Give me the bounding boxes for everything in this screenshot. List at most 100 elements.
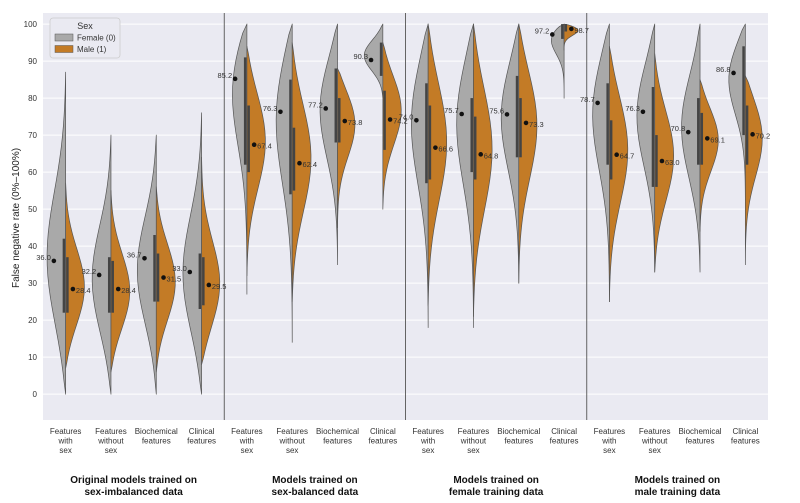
violin-male	[427, 23, 448, 306]
mean-label-male: 74.2	[393, 117, 408, 126]
mean-point-female	[504, 112, 510, 117]
mean-label-female: 76.3	[625, 104, 640, 113]
group-titles: Original models trained on sex-imbalanced…	[70, 475, 720, 498]
iqr-male	[156, 253, 160, 302]
iqr-male	[745, 105, 749, 165]
violin-female	[681, 23, 701, 273]
mean-point-male	[342, 118, 348, 124]
violin-male	[336, 68, 356, 228]
mean-label-female: 75.6	[489, 106, 504, 115]
mean-point-male	[433, 145, 438, 150]
violin-female	[551, 23, 565, 99]
category-label: Clinical features	[550, 427, 579, 446]
iqr-male	[519, 98, 522, 158]
violin-female	[592, 23, 610, 302]
mean-label-male: 66.6	[438, 145, 453, 154]
y-tick-label: 30	[28, 279, 37, 288]
category-label: Features with sex	[412, 427, 444, 455]
iqr-female	[561, 24, 564, 39]
mean-label-male: 70.2	[756, 131, 771, 140]
category-label: Features without sex	[95, 427, 127, 455]
mean-point-female	[323, 106, 329, 111]
violin-male	[110, 190, 131, 373]
legend-label-male: Male (1)	[77, 45, 107, 54]
mean-point-female	[550, 32, 555, 37]
category-label: Features without sex	[458, 427, 490, 455]
mean-point-male	[523, 120, 529, 126]
mean-label-female: 74.0	[399, 112, 414, 121]
iqr-male	[111, 260, 114, 313]
violin-male	[518, 23, 538, 284]
mean-point-female	[414, 118, 419, 123]
mean-label-female: 36.0	[36, 253, 51, 262]
mean-point-female	[142, 256, 147, 261]
mean-point-male	[387, 117, 393, 122]
violin-male	[654, 53, 675, 273]
iqr-male	[564, 24, 568, 32]
mean-point-male	[206, 282, 212, 288]
iqr-male	[655, 135, 658, 187]
violin-female	[182, 112, 202, 395]
y-tick-label: 90	[28, 57, 37, 66]
category-label: Biochemical features	[135, 427, 178, 446]
iqr-male	[700, 112, 704, 165]
violin-female	[46, 71, 67, 395]
violin-male	[291, 42, 312, 302]
mean-label-female: 33.0	[172, 264, 187, 273]
iqr-male	[66, 257, 69, 313]
violin-female	[500, 23, 520, 284]
violin-female	[636, 23, 656, 273]
violin-male	[201, 156, 221, 365]
mean-point-female	[368, 57, 374, 63]
y-axis-ticks: 0 10 20 30 40 50 60 70 80 90 100	[24, 20, 38, 399]
mean-label-male: 73.8	[348, 118, 363, 127]
mean-label-female: 78.7	[580, 95, 595, 104]
y-tick-label: 70	[28, 131, 37, 140]
mean-label-male: 63.0	[665, 158, 680, 167]
violin-male	[246, 45, 266, 277]
mean-point-female	[685, 129, 691, 135]
y-tick-label: 0	[33, 390, 38, 399]
mean-label-male: 28.4	[76, 286, 91, 295]
mean-point-male	[704, 136, 710, 141]
violin-female	[411, 23, 429, 328]
iqr-female	[62, 238, 66, 313]
mean-point-female	[187, 269, 193, 275]
mean-label-female: 86.8	[716, 65, 731, 74]
iqr-female	[334, 68, 338, 143]
y-tick-label: 10	[28, 353, 37, 362]
mean-point-female	[51, 258, 57, 264]
group-title: Models trained on male training data	[635, 475, 721, 498]
iqr-female	[198, 253, 202, 309]
mean-point-male	[251, 142, 257, 148]
mean-label-female: 32.2	[82, 267, 97, 276]
mean-label-female: 70.8	[671, 124, 686, 133]
mean-point-male	[478, 152, 484, 157]
mean-point-female	[640, 109, 646, 115]
x-axis-labels: Features with sex Features without sex Biochem…	[50, 427, 760, 455]
violin-male	[699, 79, 719, 232]
mean-point-female	[459, 111, 464, 117]
category-label: Features with sex	[594, 427, 626, 455]
iqr-female	[606, 83, 609, 165]
mean-label-male: 31.5	[167, 275, 182, 284]
legend-swatch-male	[54, 45, 74, 53]
iqr-male	[247, 105, 250, 173]
iqr-female	[153, 235, 156, 302]
iqr-female	[107, 257, 111, 313]
iqr-female	[651, 87, 655, 187]
y-tick-label: 40	[28, 242, 37, 251]
iqr-male	[609, 120, 613, 180]
y-tick-label: 20	[28, 316, 37, 325]
category-label: Features without sex	[276, 427, 308, 455]
mean-point-male	[614, 152, 619, 158]
mean-point-female	[595, 100, 600, 106]
violin-female	[91, 134, 112, 395]
mean-point-female	[278, 109, 283, 115]
mean-point-male	[161, 275, 166, 280]
iqr-female	[289, 79, 292, 195]
violin-male	[563, 23, 579, 51]
mean-point-female	[731, 70, 736, 76]
mean-label-male: 98.7	[574, 26, 589, 35]
